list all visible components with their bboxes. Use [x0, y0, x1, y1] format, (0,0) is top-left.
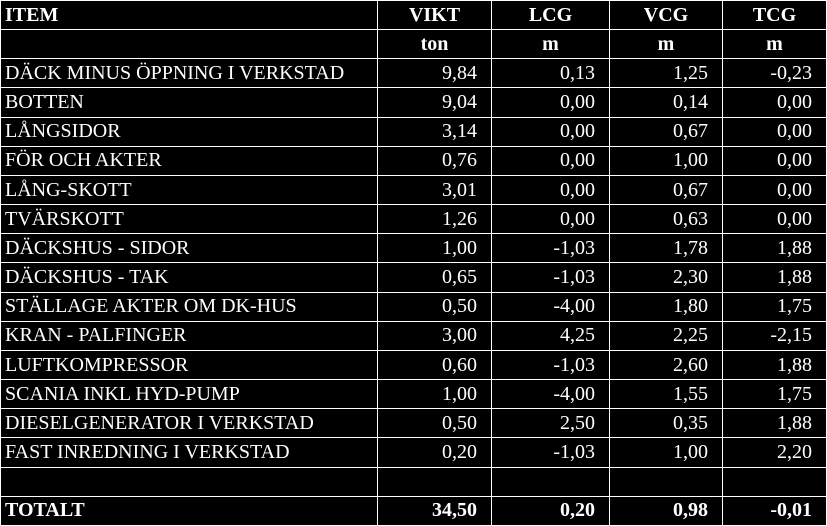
value-cell: 0,00	[492, 175, 609, 205]
value-cell: 1,26	[378, 205, 491, 234]
value-cell: -1,03	[492, 438, 609, 467]
column-header: LCG	[492, 1, 609, 30]
value-cell: 0,00	[723, 146, 826, 175]
value-cell: 1,88	[723, 234, 826, 263]
item-cell: DÄCKSHUS - SIDOR	[1, 234, 377, 263]
value-cell: 1,00	[378, 380, 491, 409]
value-cell: 0,00	[492, 146, 609, 175]
value-cell: 1,75	[723, 292, 826, 321]
item-cell: LÅNGSIDOR	[1, 117, 377, 146]
value-cell: 1,88	[723, 409, 826, 438]
item-cell: FÖR OCH AKTER	[1, 146, 377, 175]
value-cell: -4,00	[492, 380, 609, 409]
blank-cell	[1, 467, 377, 496]
value-cell: 0,00	[492, 205, 609, 234]
value-cell: -1,03	[492, 263, 609, 292]
value-cell: 0,00	[723, 175, 826, 205]
value-cell: 0,76	[378, 146, 491, 175]
total-value: 34,50	[378, 496, 491, 525]
item-cell: FAST INREDNING I VERKSTAD	[1, 438, 377, 467]
column-header: VIKT	[378, 1, 491, 30]
value-cell: -4,00	[492, 292, 609, 321]
value-cell: -1,03	[492, 234, 609, 263]
item-cell: DÄCK MINUS ÖPPNING I VERKSTAD	[1, 59, 377, 88]
total-label: TOTALT	[1, 496, 377, 525]
item-cell: STÄLLAGE AKTER OM DK-HUS	[1, 292, 377, 321]
value-cell: 3,01	[378, 175, 491, 205]
total-value: 0,20	[492, 496, 609, 525]
blank-cell	[378, 467, 491, 496]
value-cell: 2,25	[610, 321, 722, 350]
value-cell: 2,50	[492, 409, 609, 438]
value-cell: 1,78	[610, 234, 722, 263]
item-cell: KRAN - PALFINGER	[1, 321, 377, 350]
item-cell: BOTTEN	[1, 88, 377, 117]
value-cell: 2,20	[723, 438, 826, 467]
value-cell: 9,84	[378, 59, 491, 88]
value-cell: 3,00	[378, 321, 491, 350]
value-cell: 0,67	[610, 117, 722, 146]
value-cell: 1,80	[610, 292, 722, 321]
blank-cell	[610, 467, 722, 496]
value-cell: 1,88	[723, 263, 826, 292]
value-cell: 0,63	[610, 205, 722, 234]
value-cell: 0,00	[723, 117, 826, 146]
value-cell: 0,60	[378, 350, 491, 380]
unit-cell	[1, 30, 377, 59]
item-cell: TVÄRSKOTT	[1, 205, 377, 234]
value-cell: 0,20	[378, 438, 491, 467]
value-cell: 2,30	[610, 263, 722, 292]
value-cell: 0,50	[378, 292, 491, 321]
value-cell: 0,13	[492, 59, 609, 88]
total-value: -0,01	[723, 496, 826, 525]
unit-cell: ton	[378, 30, 491, 59]
item-cell: DIESELGENERATOR I VERKSTAD	[1, 409, 377, 438]
value-cell: 1,00	[378, 234, 491, 263]
value-cell: -1,03	[492, 350, 609, 380]
value-cell: 9,04	[378, 88, 491, 117]
item-cell: SCANIA INKL HYD-PUMP	[1, 380, 377, 409]
value-cell: 0,14	[610, 88, 722, 117]
item-cell: LUFTKOMPRESSOR	[1, 350, 377, 380]
value-cell: 1,75	[723, 380, 826, 409]
value-cell: -2,15	[723, 321, 826, 350]
blank-cell	[723, 467, 826, 496]
item-cell: DÄCKSHUS - TAK	[1, 263, 377, 292]
value-cell: 0,50	[378, 409, 491, 438]
value-cell: 1,88	[723, 350, 826, 380]
value-cell: 1,00	[610, 146, 722, 175]
value-cell: 0,00	[723, 205, 826, 234]
value-cell: 1,55	[610, 380, 722, 409]
unit-cell: m	[723, 30, 826, 59]
value-cell: 0,00	[492, 88, 609, 117]
value-cell: 2,60	[610, 350, 722, 380]
value-cell: 0,35	[610, 409, 722, 438]
value-cell: -0,23	[723, 59, 826, 88]
total-value: 0,98	[610, 496, 722, 525]
column-header: ITEM	[1, 1, 377, 30]
unit-cell: m	[610, 30, 722, 59]
value-cell: 4,25	[492, 321, 609, 350]
value-cell: 0,00	[492, 117, 609, 146]
value-cell: 3,14	[378, 117, 491, 146]
value-cell: 1,00	[610, 438, 722, 467]
value-cell: 1,25	[610, 59, 722, 88]
value-cell: 0,00	[723, 88, 826, 117]
value-cell: 0,67	[610, 175, 722, 205]
item-cell: LÅNG-SKOTT	[1, 175, 377, 205]
unit-cell: m	[492, 30, 609, 59]
column-header: VCG	[610, 1, 722, 30]
column-header: TCG	[723, 1, 826, 30]
blank-cell	[492, 467, 609, 496]
value-cell: 0,65	[378, 263, 491, 292]
